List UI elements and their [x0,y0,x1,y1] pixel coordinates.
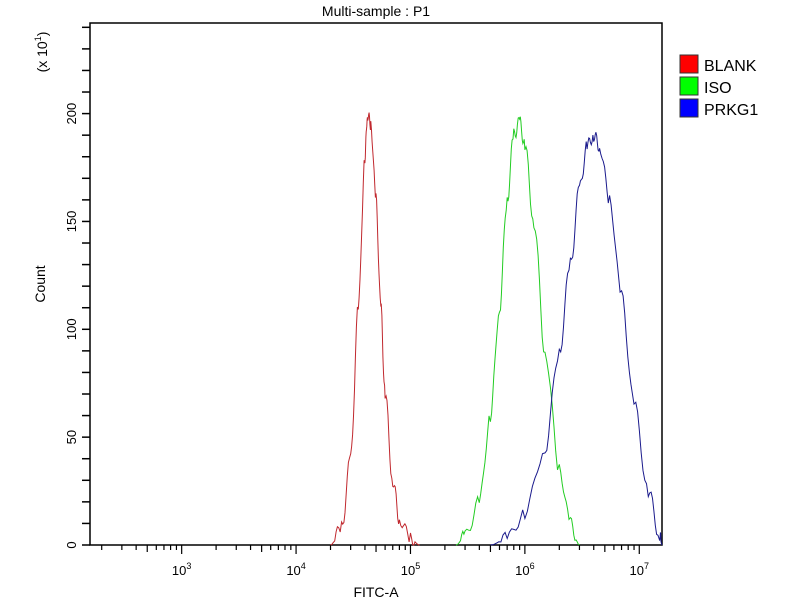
y-multiplier-close: ) [34,32,50,37]
x-tick-base: 10 [401,563,415,578]
x-tick-base: 10 [286,563,300,578]
legend-swatch-iso [679,76,699,96]
x-tick-label: 107 [630,561,649,578]
y-multiplier-base: (x 10 [34,41,50,72]
x-axis-label: FITC-A [353,584,399,600]
chart-title: Multi-sample : P1 [322,3,430,19]
x-tick-exp: 5 [415,561,420,571]
legend-swatch-blank [679,54,699,74]
legend-label: BLANK [704,58,757,75]
x-tick-base: 10 [172,563,186,578]
x-tick-label: 106 [515,561,534,578]
plot-frame [89,22,663,546]
y-tick-label: 0 [64,541,79,548]
y-tick-label: 200 [64,103,79,125]
series-line-blank [330,112,420,546]
series-line-prkg1 [490,132,663,546]
legend-label: PRKG1 [704,102,758,119]
series-line-iso [455,116,580,546]
y-multiplier: (x 101) [33,32,50,73]
x-tick-exp: 3 [186,561,191,571]
y-axis-label: Count [32,265,48,302]
x-tick-label: 103 [172,561,191,578]
x-tick-base: 10 [630,563,644,578]
legend-label: ISO [704,80,732,97]
y-tick-label: 100 [64,318,79,340]
legend: BLANK ISO PRKG1 [679,54,758,119]
x-tick-exp: 7 [644,561,649,571]
x-tick-label: 104 [286,561,305,578]
y-tick-label: 50 [64,430,79,444]
y-multiplier-exp: 1 [33,36,43,41]
x-tick-exp: 6 [530,561,535,571]
y-tick-label: 150 [64,211,79,233]
x-tick-base: 10 [515,563,529,578]
x-tick-exp: 4 [301,561,306,571]
x-tick-label: 105 [401,561,420,578]
legend-swatch-prkg1 [679,98,699,118]
